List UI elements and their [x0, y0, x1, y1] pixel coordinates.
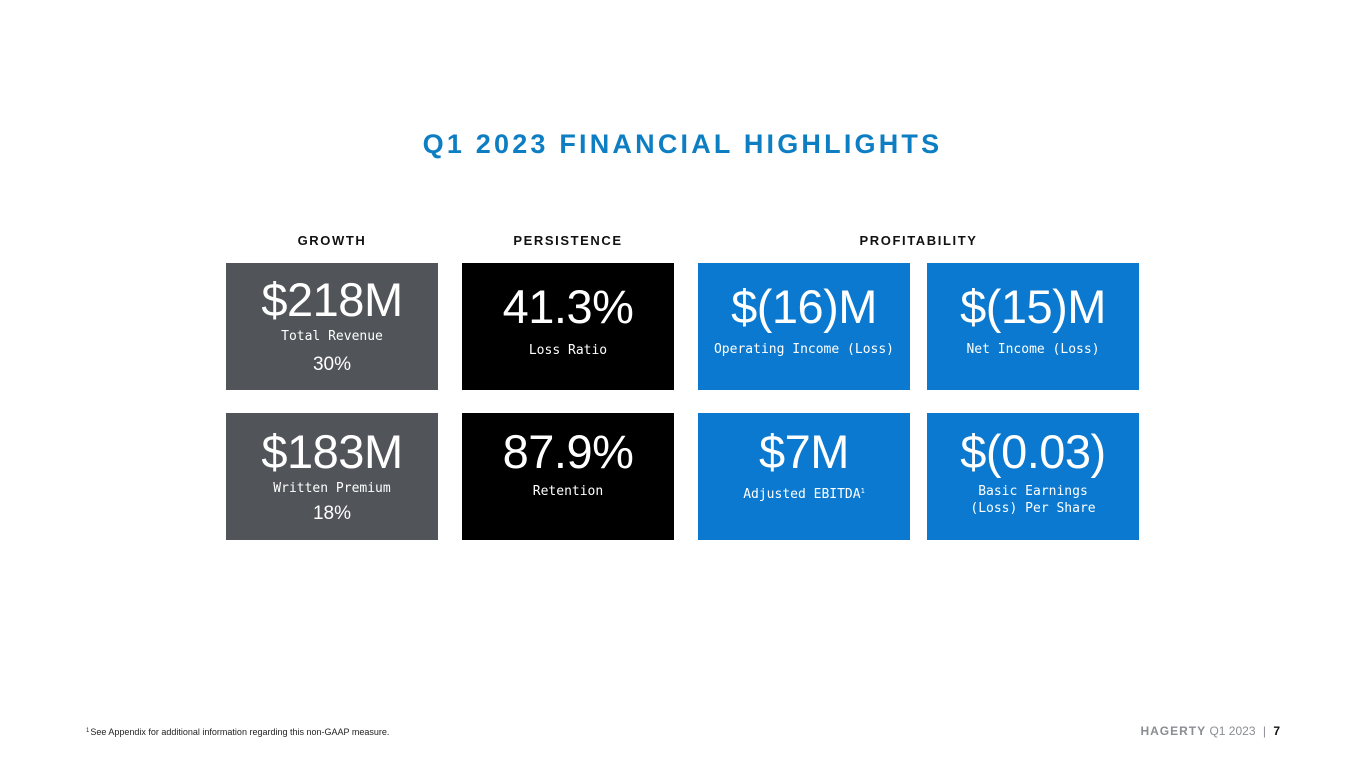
section-label-growth: GROWTH [297, 233, 367, 248]
footnote-marker: 1 [860, 487, 865, 495]
section-label-persistence: PERSISTENCE [513, 233, 623, 248]
total-revenue-value: $218M [261, 273, 403, 326]
loss-ratio-value: 41.3% [502, 280, 634, 333]
brand-logo: HAGERTY [1140, 724, 1207, 738]
total-revenue-card: $218M Total Revenue 30% [226, 263, 438, 390]
adjusted-ebitda-card: $7M Adjusted EBITDA1 [698, 413, 910, 540]
total-revenue-label: Total Revenue [281, 329, 383, 344]
net-income-card: $(15)M Net Income (Loss) [927, 263, 1139, 390]
adjusted-ebitda-value: $7M [759, 425, 849, 478]
adjusted-ebitda-label-text: Adjusted EBITDA [743, 487, 861, 502]
written-premium-card: $183M Written Premium 18% [226, 413, 438, 540]
footnote: 1See Appendix for additional information… [86, 725, 389, 738]
footnote-mark: 1 [86, 728, 90, 734]
written-premium-value: $183M [261, 425, 403, 478]
page-title: Q1 2023 FINANCIAL HIGHLIGHTS [422, 129, 943, 159]
total-revenue-growth: 30% [312, 354, 352, 375]
basic-eps-label: Basic Earnings (Loss) Per Share [970, 484, 1096, 516]
basic-eps-card: $(0.03) Basic Earnings (Loss) Per Share [927, 413, 1139, 540]
net-income-value: $(15)M [960, 280, 1106, 333]
adjusted-ebitda-label: Adjusted EBITDA1 [698, 483, 910, 503]
loss-ratio-card: 41.3% Loss Ratio [462, 263, 674, 390]
loss-ratio-label: Loss Ratio [528, 343, 608, 358]
operating-income-value: $(16)M [731, 280, 877, 333]
retention-label: Retention [532, 484, 604, 499]
written-premium-growth: 18% [312, 503, 352, 524]
operating-income-card: $(16)M Operating Income (Loss) [698, 263, 910, 390]
basic-eps-value: $(0.03) [960, 425, 1106, 478]
written-premium-label: Written Premium [273, 481, 391, 496]
retention-card: 87.9% Retention [462, 413, 674, 540]
page-number: 7 [1273, 724, 1280, 738]
footer-separator: | [1262, 724, 1266, 738]
page-footer: HAGERTY Q1 2023 | 7 [1140, 723, 1280, 739]
retention-value: 87.9% [502, 425, 634, 478]
footnote-text: See Appendix for additional information … [90, 727, 390, 737]
section-label-profitability: PROFITABILITY [859, 233, 978, 248]
net-income-label: Net Income (Loss) [966, 342, 1100, 357]
operating-income-label: Operating Income (Loss) [713, 342, 894, 357]
footer-period: Q1 2023 [1209, 724, 1256, 738]
